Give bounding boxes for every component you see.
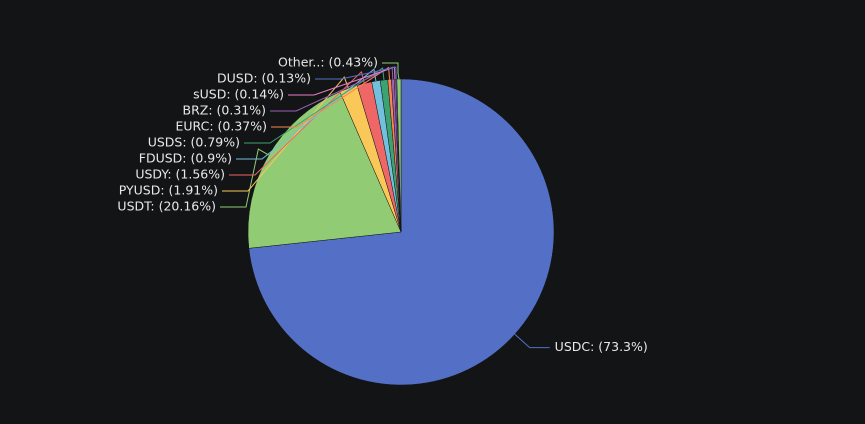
slice-label: PYUSD: (1.91%): [119, 183, 218, 198]
leader-line: [270, 66, 394, 112]
slice-label: DUSD: (0.13%): [217, 71, 311, 86]
slice-label: USDT: (20.16%): [117, 199, 216, 214]
leader-line: [220, 148, 269, 208]
pie-slice: [248, 78, 555, 386]
slice-label: USDC: (73.3%): [555, 339, 648, 354]
leader-line: [222, 76, 349, 192]
slice-label: FDUSD: (0.9%): [139, 151, 232, 166]
slice-label: USDS: (0.79%): [148, 135, 240, 150]
leader-line: [382, 62, 400, 80]
leader-line: [271, 66, 391, 128]
slice-label: sUSD: (0.14%): [193, 87, 284, 102]
slice-label: Other..: (0.43%): [278, 55, 378, 70]
leader-line: [244, 67, 385, 144]
slice-label: BRZ: (0.31%): [183, 103, 266, 118]
leader-line: [315, 66, 397, 80]
pie-slice: [247, 91, 402, 249]
leader-line: [288, 66, 396, 96]
leader-line: [514, 333, 550, 349]
slice-label: USDY: (1.56%): [135, 167, 225, 182]
slice-label: EURC: (0.37%): [176, 119, 268, 134]
